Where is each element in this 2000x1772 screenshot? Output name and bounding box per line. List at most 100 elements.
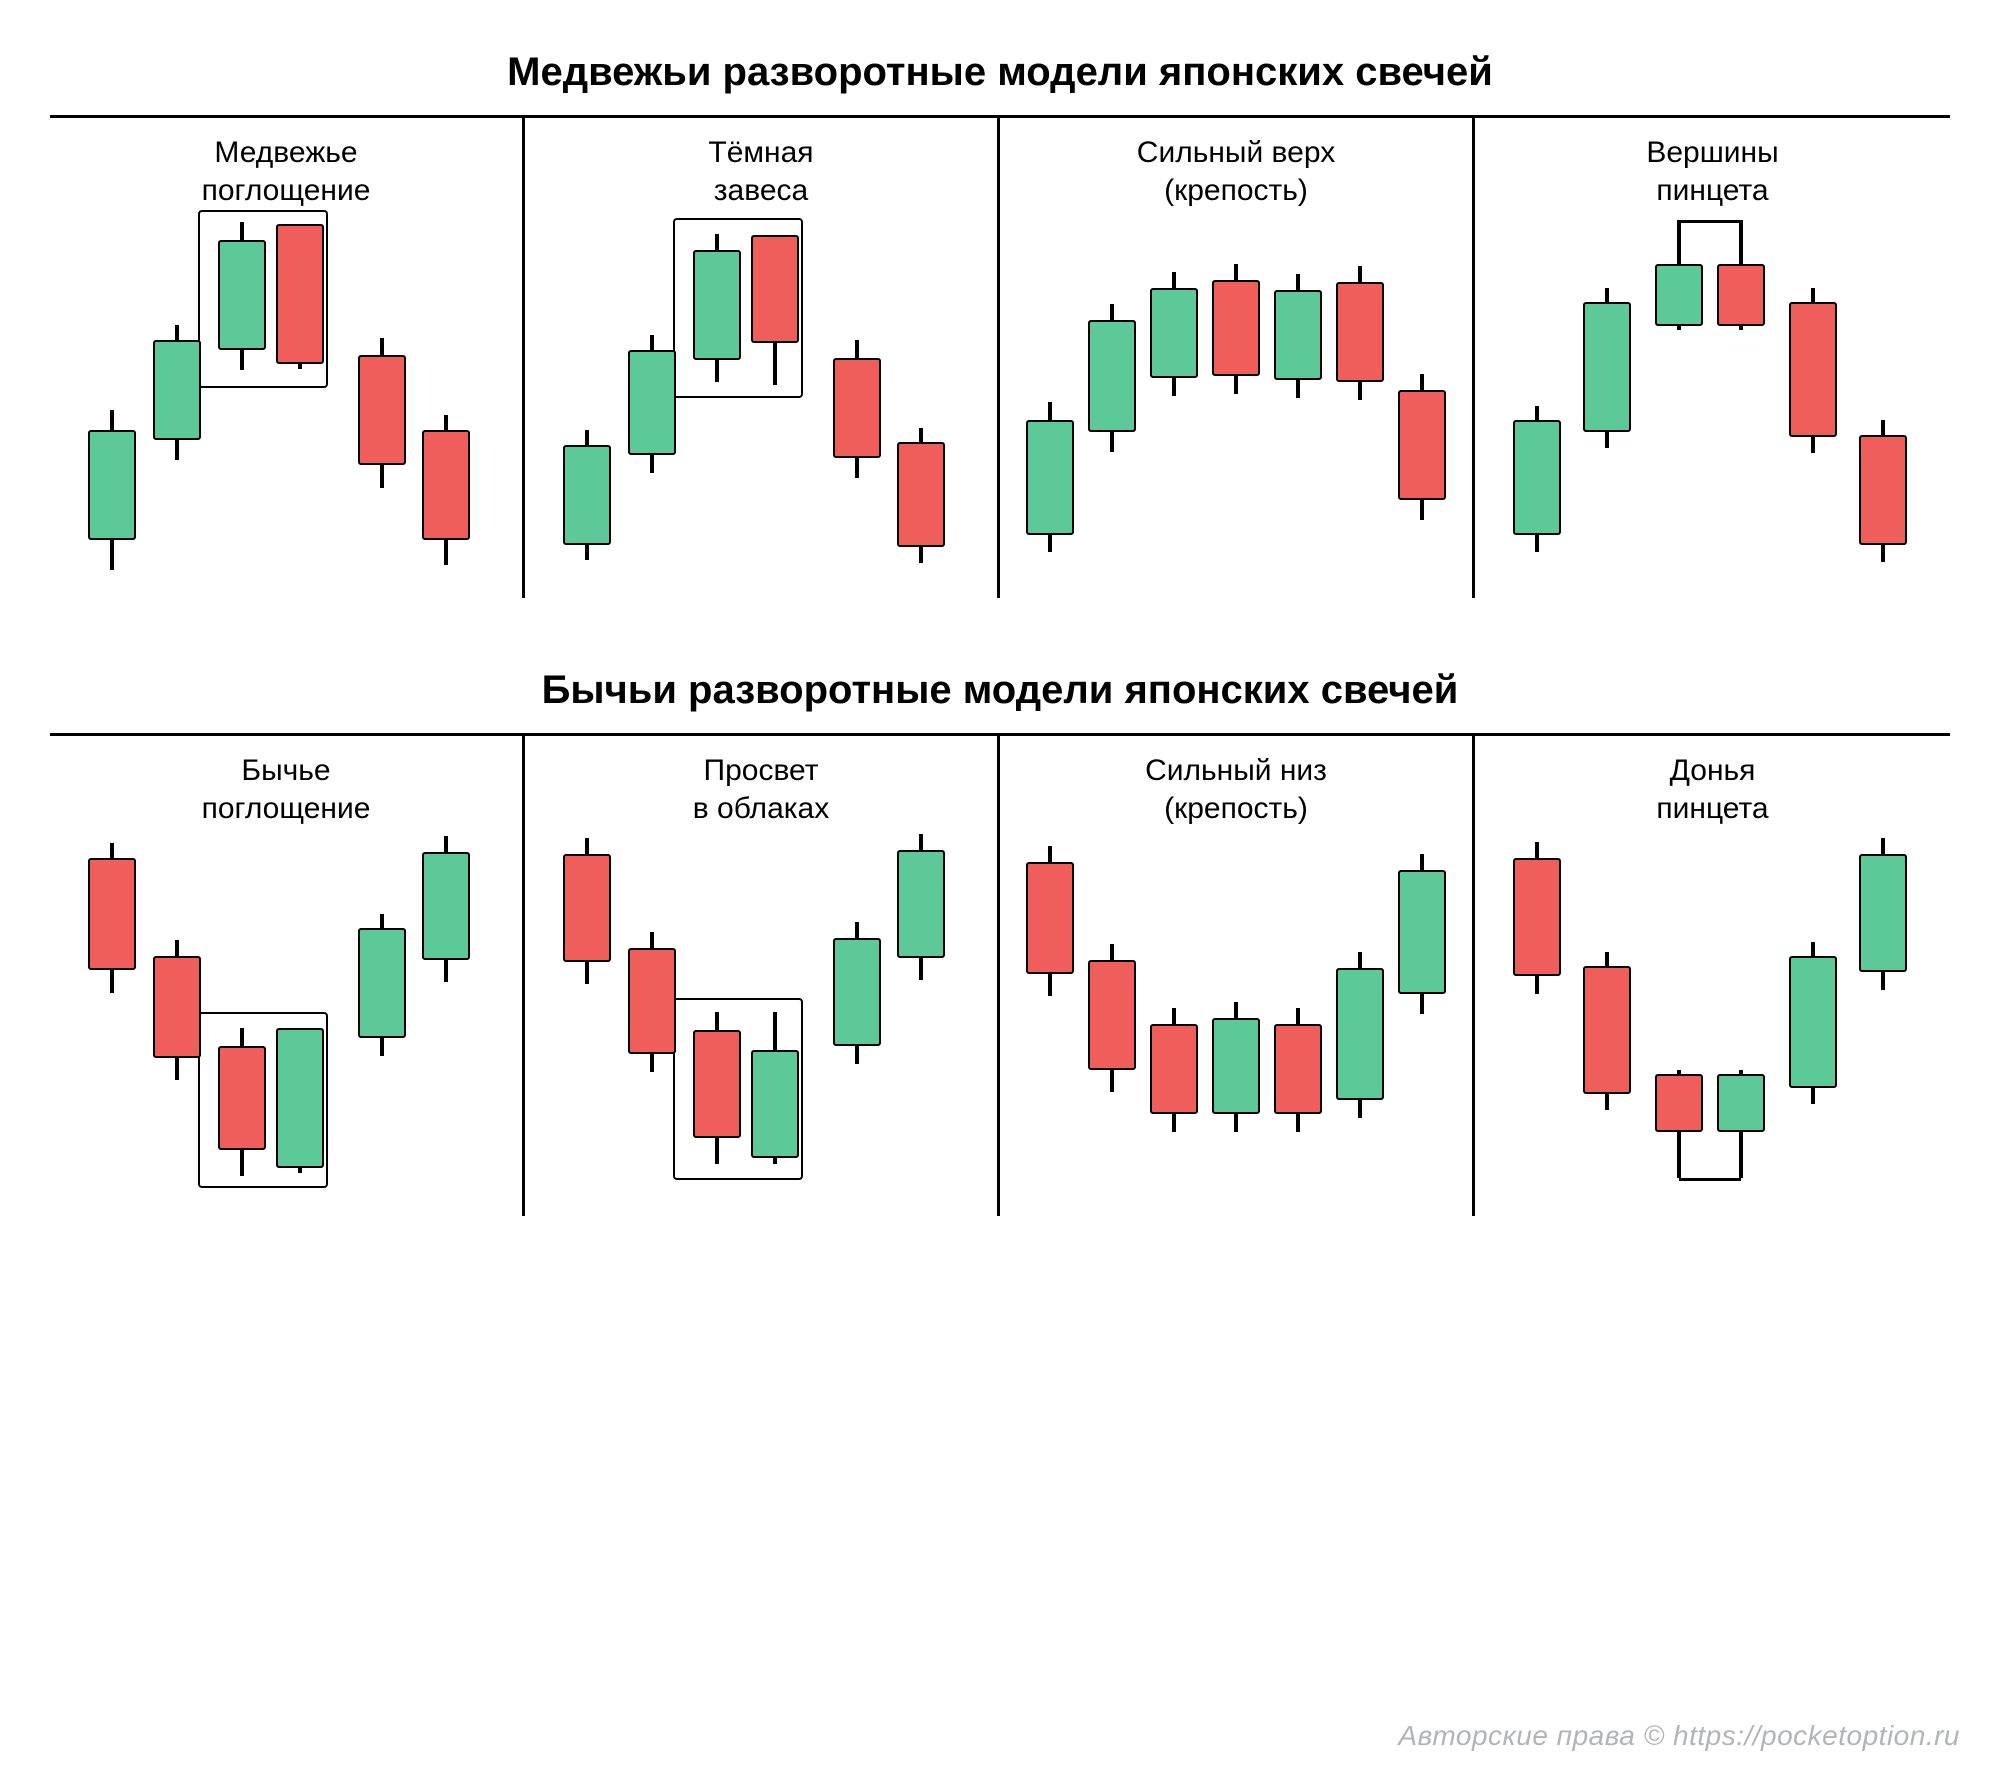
candle <box>1336 210 1384 570</box>
candle <box>1513 828 1561 1188</box>
candlestick-chart <box>1483 210 1942 570</box>
candle-body-bear <box>153 956 201 1058</box>
candle <box>1583 828 1631 1188</box>
candlestick-chart <box>1008 828 1464 1188</box>
candle-body-bear <box>897 442 945 547</box>
candle-body-bull <box>628 350 676 455</box>
pattern-title: Вершиныпинцета <box>1483 134 1942 210</box>
candle <box>751 210 799 570</box>
candle <box>833 828 881 1188</box>
pattern-cell: Просветв облаках <box>525 736 1000 1216</box>
candle-body-bull <box>693 250 741 360</box>
pattern-cell: Сильный низ(крепость) <box>1000 736 1475 1216</box>
candle-body-bull <box>1150 288 1198 378</box>
candle-body-bull <box>153 340 201 440</box>
candle-body-bull <box>276 1028 324 1168</box>
candle <box>897 828 945 1188</box>
candle <box>1026 828 1074 1188</box>
candle <box>1655 828 1703 1188</box>
candlestick-chart <box>58 828 514 1188</box>
pattern-cell: Доньяпинцета <box>1475 736 1950 1216</box>
candle-body-bear <box>1655 1074 1703 1132</box>
copyright-text: Авторские права © https://pocketoption.r… <box>1398 1720 1960 1752</box>
candle-body-bull <box>1088 320 1136 432</box>
candle-body-bear <box>88 858 136 970</box>
pattern-cell: Сильный верх(крепость) <box>1000 118 1475 598</box>
candle <box>218 210 266 570</box>
candle <box>276 828 324 1188</box>
candle <box>1212 210 1260 570</box>
candle <box>1150 210 1198 570</box>
pattern-title: Медвежьепоглощение <box>58 134 514 210</box>
candlestick-chart <box>1008 210 1464 570</box>
pattern-title: Сильный низ(крепость) <box>1008 752 1464 828</box>
candle-body-bear <box>1026 862 1074 974</box>
candle-body-bull <box>1398 870 1446 994</box>
candle-body-bear <box>693 1030 741 1138</box>
candlestick-patterns-infographic: Медвежьи разворотные модели японских све… <box>50 40 1950 1216</box>
candle-body-bear <box>1336 282 1384 382</box>
candle-body-bear <box>1274 1024 1322 1114</box>
pattern-cell: Тёмнаязавеса <box>525 118 1000 598</box>
pattern-cell: Вершиныпинцета <box>1475 118 1950 598</box>
candle-body-bull <box>1274 290 1322 380</box>
candle-body-bull <box>897 850 945 958</box>
candle-body-bull <box>1717 1074 1765 1132</box>
candle <box>88 210 136 570</box>
candle-body-bear <box>563 854 611 962</box>
candle <box>1088 828 1136 1188</box>
candle <box>1088 210 1136 570</box>
candle-body-bear <box>276 224 324 364</box>
candle-body-bear <box>218 1046 266 1150</box>
candle <box>1789 210 1837 570</box>
candlestick-chart <box>533 210 989 570</box>
candle <box>1789 828 1837 1188</box>
candle-body-bear <box>628 948 676 1054</box>
candle <box>1655 210 1703 570</box>
candlestick-chart <box>58 210 514 570</box>
candle <box>1717 210 1765 570</box>
candle <box>693 828 741 1188</box>
candle <box>358 210 406 570</box>
candle-body-bull <box>1789 956 1837 1088</box>
candle <box>1274 210 1322 570</box>
candle-body-bear <box>833 358 881 458</box>
section-title: Бычьи разворотные модели японских свечей <box>50 658 1950 733</box>
candle-body-bull <box>1336 968 1384 1100</box>
candle <box>1398 828 1446 1188</box>
candle-body-bear <box>422 430 470 540</box>
candle <box>1026 210 1074 570</box>
candle <box>153 210 201 570</box>
candle <box>628 210 676 570</box>
candle-body-bear <box>1212 280 1260 376</box>
pattern-cell: Бычьепоглощение <box>50 736 525 1216</box>
candle-body-bear <box>1717 264 1765 326</box>
candlestick-chart <box>533 828 989 1188</box>
candle <box>563 828 611 1188</box>
candle <box>833 210 881 570</box>
candle-body-bear <box>1398 390 1446 500</box>
candle <box>218 828 266 1188</box>
candle <box>563 210 611 570</box>
candle <box>1513 210 1561 570</box>
candle <box>422 210 470 570</box>
candle <box>1212 828 1260 1188</box>
candle <box>1717 828 1765 1188</box>
candle-body-bull <box>88 430 136 540</box>
candle <box>88 828 136 1188</box>
candle-body-bear <box>751 235 799 343</box>
patterns-row: БычьепоглощениеПросветв облакахСильный н… <box>50 733 1950 1216</box>
candle <box>358 828 406 1188</box>
section-title: Медвежьи разворотные модели японских све… <box>50 40 1950 115</box>
candle-body-bear <box>1859 435 1907 545</box>
pattern-title: Сильный верх(крепость) <box>1008 134 1464 210</box>
candle <box>628 828 676 1188</box>
candle <box>1336 828 1384 1188</box>
candle <box>1859 210 1907 570</box>
candle-body-bear <box>1513 858 1561 976</box>
candle-body-bull <box>1212 1018 1260 1114</box>
pattern-title: Тёмнаязавеса <box>533 134 989 210</box>
candle-body-bull <box>1513 420 1561 535</box>
candle-body-bull <box>1859 854 1907 972</box>
candle-body-bull <box>218 240 266 350</box>
